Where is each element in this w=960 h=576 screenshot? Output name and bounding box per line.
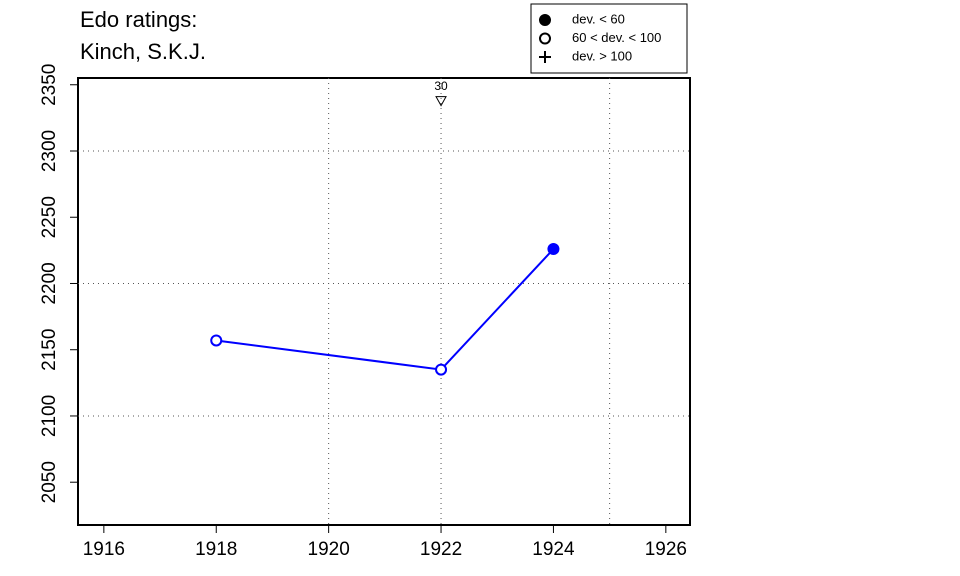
legend-marker (539, 14, 551, 26)
marker (547, 243, 560, 256)
y-tick-label: 2300 (39, 130, 60, 172)
marker (435, 363, 448, 376)
y-tick-label: 2350 (39, 64, 60, 106)
y-tick-label: 2200 (39, 262, 60, 304)
y-tick-label: 2150 (39, 329, 60, 371)
x-tick-label: 1918 (195, 539, 237, 560)
title-line: Edo ratings: (80, 7, 197, 32)
x-tick-label: 1922 (420, 539, 462, 560)
legend-label: dev. > 100 (572, 48, 632, 63)
legend-label: dev. < 60 (572, 11, 625, 26)
legend-label: 60 < dev. < 100 (572, 30, 661, 45)
x-tick-label: 1926 (645, 539, 687, 560)
legend-box (530, 3, 688, 74)
y-tick-label: 2100 (39, 395, 60, 437)
legend-marker (539, 51, 551, 63)
plot-frame (77, 77, 691, 526)
title-line: Kinch, S.K.J. (80, 39, 206, 64)
annotation-marker (435, 96, 447, 107)
x-tick-label: 1920 (308, 539, 350, 560)
y-tick-label: 2050 (39, 461, 60, 503)
legend-marker (539, 32, 551, 45)
series-line (216, 248, 555, 371)
y-tick-label: 2250 (39, 196, 60, 238)
x-tick-label: 1916 (83, 539, 125, 560)
marker (210, 334, 223, 347)
annotation-label: 30 (434, 79, 448, 93)
x-tick-label: 1924 (532, 539, 575, 560)
